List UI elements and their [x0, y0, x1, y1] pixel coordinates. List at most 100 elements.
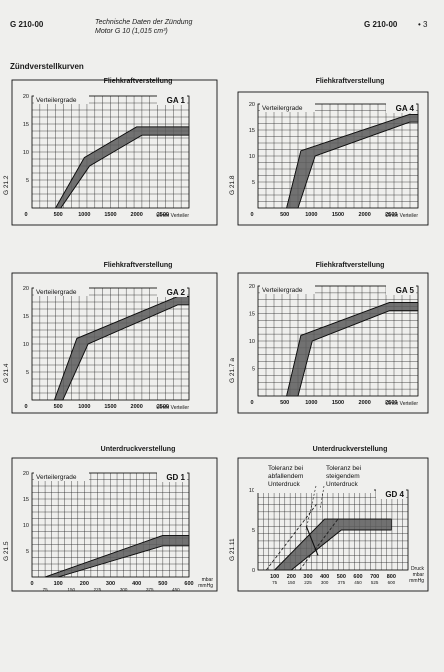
doc-code-left: G 210-00: [10, 20, 44, 29]
x-tick-label: 1000: [78, 404, 90, 410]
x-tick-label: 1500: [104, 404, 116, 410]
x-tick-label: 100: [54, 581, 63, 587]
x2-tick-label: 150: [67, 587, 75, 592]
plot-area: [257, 103, 419, 209]
x-axis-unit: U/min Verteiler: [385, 401, 418, 407]
series-lower-line: [291, 529, 392, 571]
y-tick-label: 0: [252, 568, 255, 574]
chart-id: GD 4: [385, 490, 404, 499]
chart-id: GA 1: [167, 96, 186, 105]
x-tick-label: 500: [280, 212, 289, 218]
x2-tick-label: 75: [43, 587, 49, 592]
y-axis-label: Verteilergrade: [262, 105, 303, 112]
y-tick-label: 20: [249, 102, 255, 108]
x-tick-label: 2000: [131, 212, 143, 218]
chart-frame: [11, 457, 218, 592]
note-left-leader: [305, 485, 317, 531]
note-left-line: Unterdruck: [268, 481, 301, 488]
x-tick-label: 400: [320, 574, 329, 580]
id-box: [157, 472, 187, 482]
x-tick-label: 0: [24, 212, 27, 218]
x-tick-label: 500: [54, 404, 63, 410]
series-upper-line: [44, 534, 189, 578]
plot-area: [31, 287, 190, 401]
page-number: • 3: [418, 20, 428, 29]
y-tick-label: 5: [26, 549, 29, 555]
series-lower-line: [62, 304, 189, 401]
x-tick-label: 300: [303, 574, 312, 580]
chart-id: GA 4: [396, 104, 415, 113]
series-lower-line: [60, 134, 189, 209]
note-left-line: abfallendem: [268, 473, 303, 480]
y-tick-label: 10: [249, 154, 255, 160]
side-code: G 21.7 a: [229, 358, 236, 383]
plot-area: [31, 472, 190, 578]
x2-tick-label: 300: [321, 580, 329, 585]
x-tick-label: 200: [287, 574, 296, 580]
x2-tick-label: 225: [304, 580, 312, 585]
y-tick-label: 15: [23, 122, 29, 128]
series-lower-line: [58, 545, 189, 578]
chart-id: GA 5: [396, 286, 415, 295]
x-tick-label: 2000: [359, 212, 371, 218]
x-axis-unit: mbar: [202, 577, 214, 583]
chart-frame: [11, 272, 218, 414]
y-tick-label: 15: [249, 128, 255, 134]
y-tick-label: 5: [252, 367, 255, 373]
id-box: [157, 95, 187, 105]
x-tick-label: 200: [80, 581, 89, 587]
x-tick-label: 600: [184, 581, 193, 587]
tolerance-dash-left: [266, 504, 317, 571]
ylabel-box: [260, 103, 315, 112]
chart-id: GD 1: [166, 473, 185, 482]
y-tick-label: 5: [26, 370, 29, 376]
chart-title: Unterdruckverstellung: [100, 446, 176, 453]
x2-tick-label: 525: [371, 580, 379, 585]
tolerance-dash-right: [299, 518, 339, 571]
x-axis-unit: mbar: [413, 572, 425, 578]
x-axis-unit2: mmHg: [198, 583, 213, 589]
x-tick-label: 0: [30, 581, 33, 587]
x-tick-label: 2500: [385, 212, 397, 218]
doc-title: Technische Daten der Zündung Motor G 10 …: [95, 18, 192, 36]
x-axis-unit2: mmHg: [409, 578, 424, 584]
note-box: [254, 463, 374, 493]
id-box: [157, 287, 187, 297]
x-tick-label: 1000: [78, 212, 90, 218]
x-tick-label: 2500: [385, 400, 397, 406]
side-code: G 21.11: [229, 538, 236, 561]
tolerance-marker: [305, 526, 319, 556]
doc-code-right: G 210-00: [364, 20, 398, 29]
x2-tick-label: 450: [172, 587, 180, 592]
x-tick-label: 2500: [157, 212, 169, 218]
y-tick-label: 10: [249, 488, 255, 494]
series-lower-line: [297, 121, 418, 209]
chart-frame: [237, 91, 429, 226]
y-axis-label: Verteilergrade: [36, 474, 77, 481]
x-axis-unit-top: Druck: [411, 566, 425, 572]
x-tick-label: 500: [280, 400, 289, 406]
y-tick-label: 5: [252, 180, 255, 186]
y-tick-label: 10: [23, 342, 29, 348]
y-tick-label: 15: [23, 314, 29, 320]
chart-id: GA 2: [167, 288, 186, 297]
x2-tick-label: 375: [338, 580, 346, 585]
x-axis-unit: U/min Verteiler: [385, 213, 418, 219]
chart-frame: [237, 457, 429, 592]
x-tick-label: 2500: [157, 404, 169, 410]
y-tick-label: 20: [23, 286, 29, 292]
chart-frame: [237, 272, 429, 414]
id-box: [386, 103, 416, 113]
x-tick-label: 800: [387, 574, 396, 580]
x-tick-label: 2000: [131, 404, 143, 410]
series-upper-line: [55, 126, 189, 209]
series-upper-line: [274, 518, 392, 571]
x2-tick-label: 600: [388, 580, 396, 585]
x-tick-label: 0: [250, 212, 253, 218]
chart-title: Fliehkraftverstellung: [315, 262, 385, 269]
y-axis-label: Verteilergrade: [262, 287, 303, 294]
ylabel-box: [260, 285, 315, 294]
